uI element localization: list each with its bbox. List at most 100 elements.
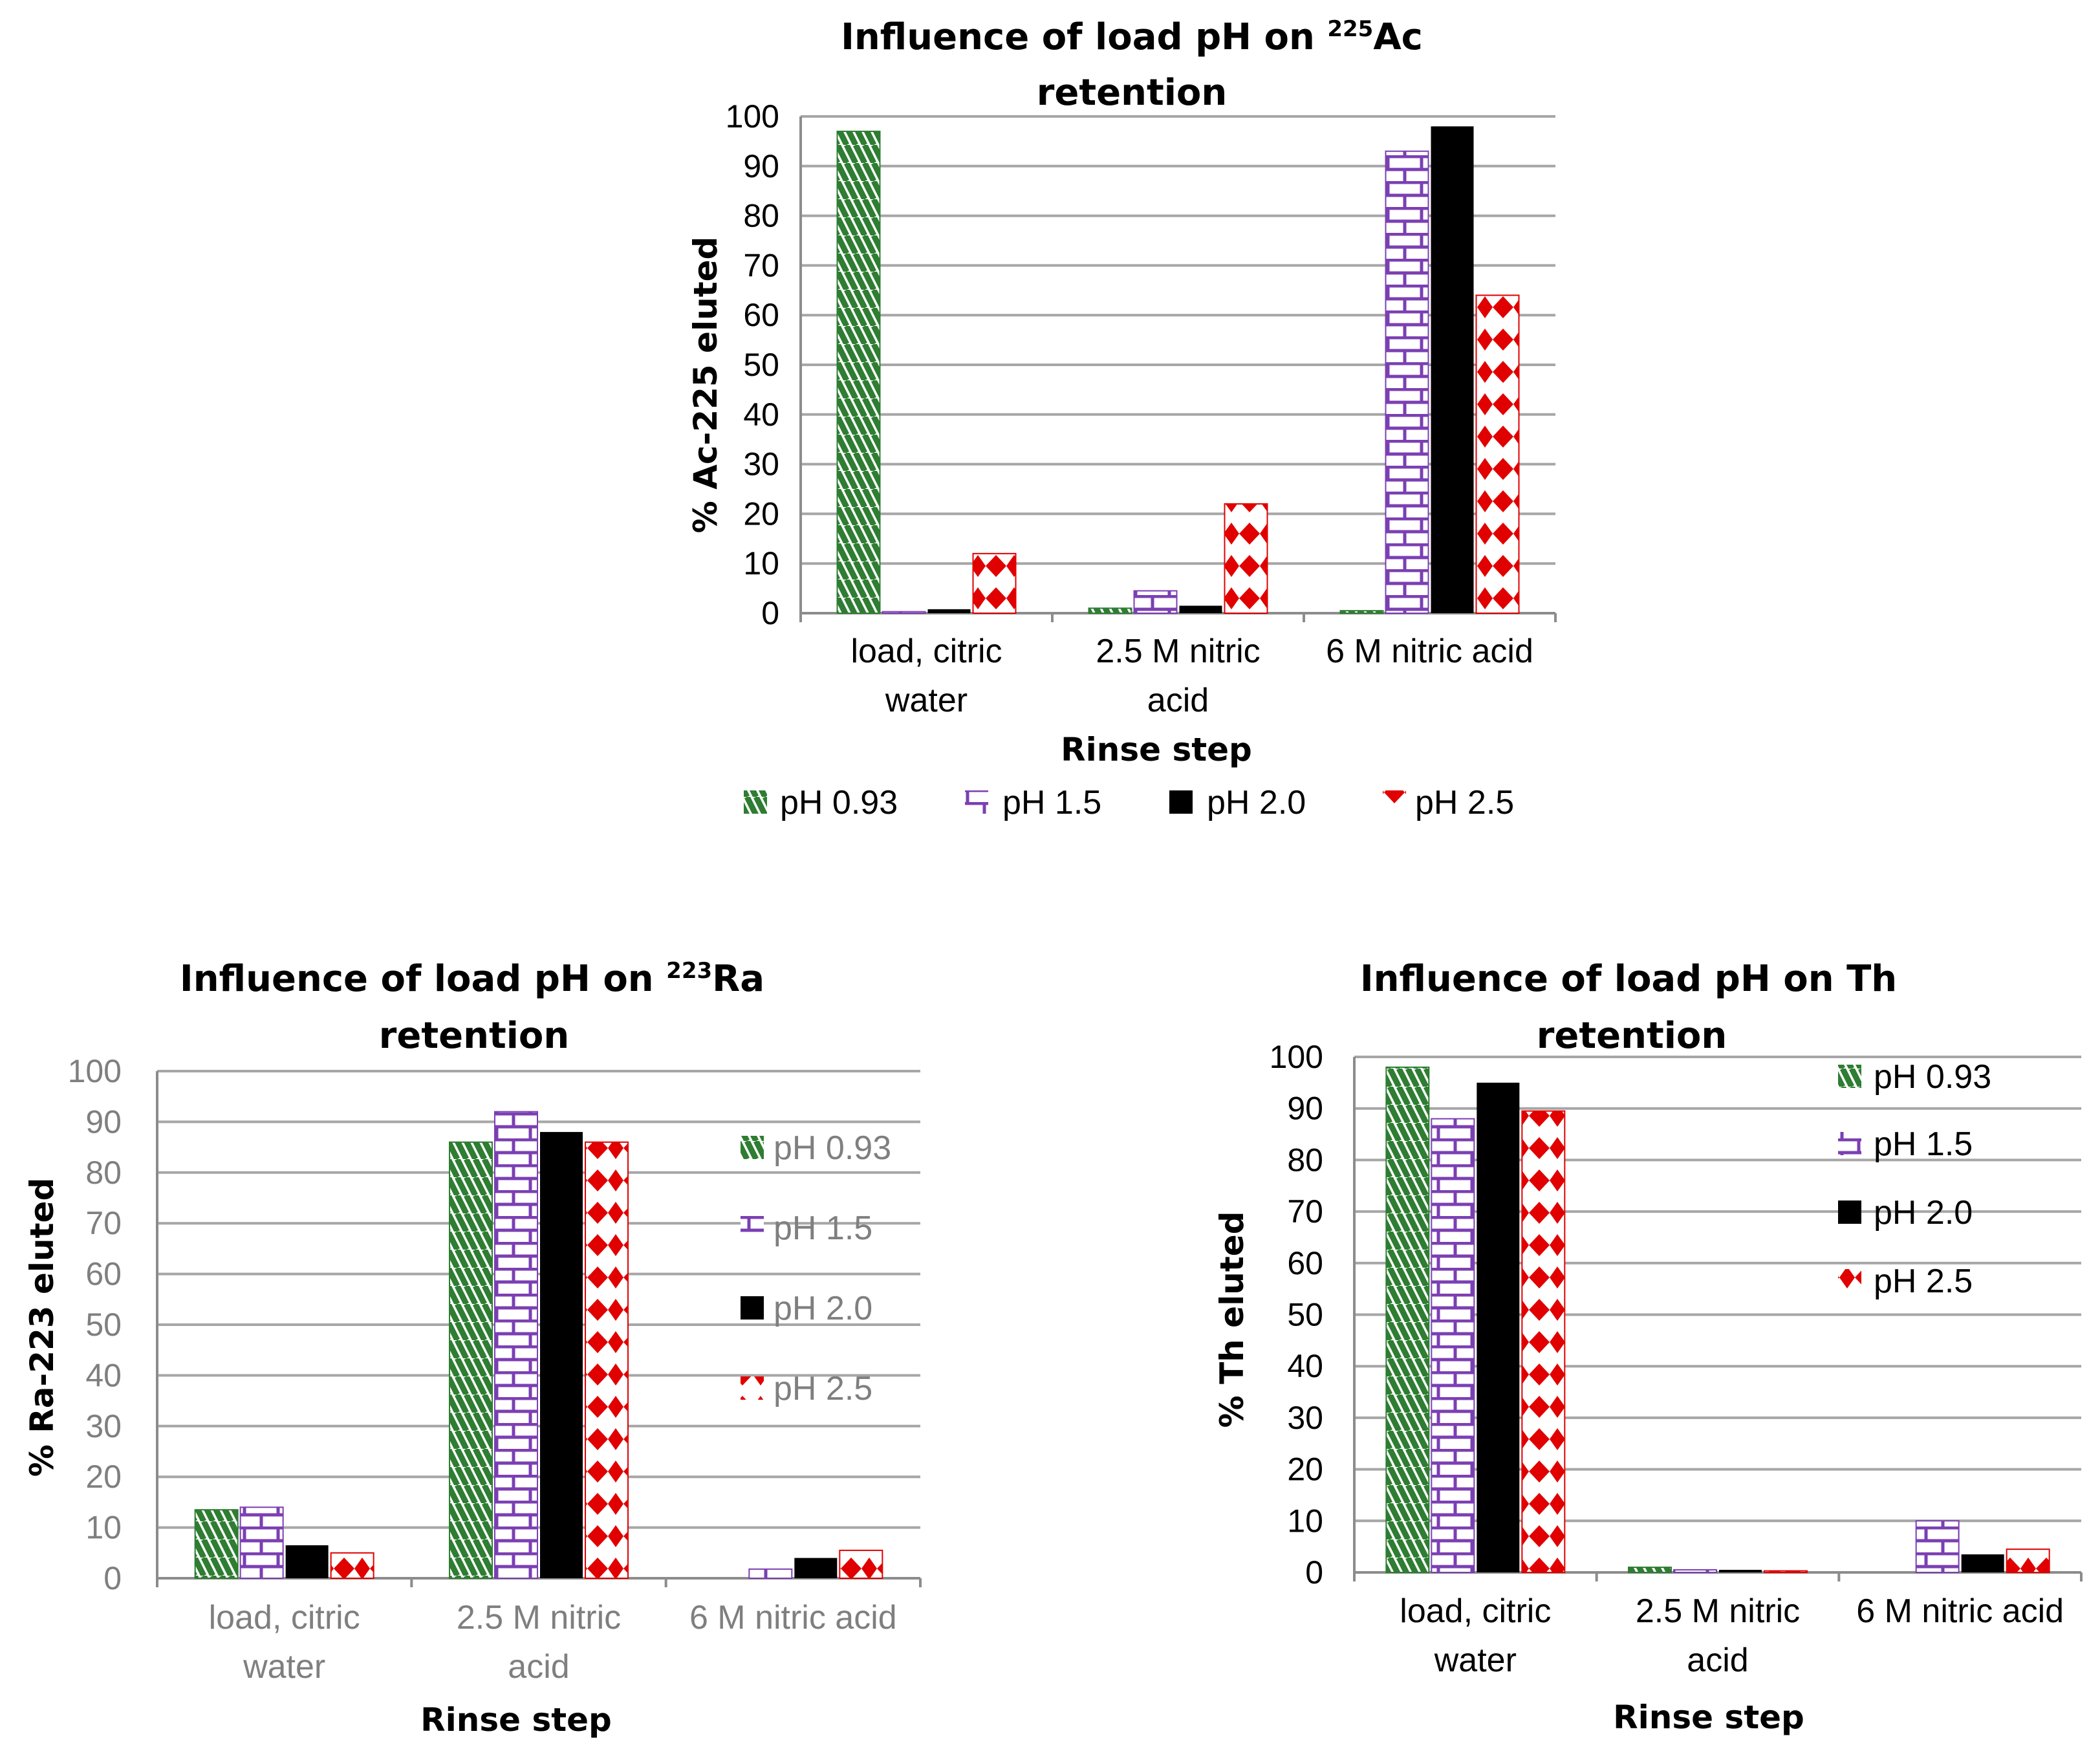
- bar-ph-2-5-cat-0: [330, 1552, 374, 1580]
- bars: [194, 1111, 883, 1580]
- y-tick-label: 10: [1287, 1503, 1323, 1539]
- y-tick-label: 20: [85, 1459, 122, 1495]
- chart-title-line2: retention: [1037, 72, 1228, 114]
- category-label: 2.5 M nitric: [457, 1599, 621, 1636]
- legend-label-ph-0-93: pH 0.93: [774, 1129, 891, 1167]
- y-axis-label: % Ra-223 eluted: [23, 1178, 61, 1477]
- bar-ph-2-5-cat-0: [972, 552, 1017, 614]
- legend-swatch-ph-2-0: [1838, 1200, 1861, 1224]
- chart-title-line2: retention: [1537, 1015, 1727, 1057]
- category-labels: load, citric water 2.5 M nitric acid 6 M nit…: [209, 1599, 897, 1686]
- y-tick-label: 80: [85, 1155, 122, 1191]
- bar-ph-2-5-cat-2: [839, 1549, 883, 1579]
- bar-ph-2-5-cat-1: [585, 1141, 629, 1579]
- chart-title: Influence of load pH on 223Ra: [180, 958, 764, 1000]
- y-tick-label: 50: [85, 1307, 122, 1343]
- legend-label-ph-2-0: pH 2.0: [1874, 1194, 1973, 1232]
- y-tick-label: 40: [1287, 1348, 1323, 1384]
- category-label: 2.5 M nitric: [1636, 1592, 1800, 1630]
- chart-title: Influence of load pH on Th: [1360, 958, 1897, 1000]
- category-label: load, citric: [1400, 1592, 1551, 1630]
- bar-ph-2-0-cat-1: [540, 1132, 583, 1578]
- bar-ph-0-93-cat-0: [194, 1509, 239, 1579]
- bars: [1385, 1066, 2050, 1574]
- bar-ph-0-93-cat-1: [1088, 607, 1132, 614]
- category-label: load, citric: [209, 1599, 360, 1636]
- category-label: 6 M nitric acid: [689, 1599, 897, 1636]
- bar-ph-1-5-cat-0: [882, 611, 926, 614]
- y-tick-label: 80: [743, 198, 779, 234]
- y-tick-labels: 0 10 20 30 40 50 60 70 80 90 100: [726, 98, 779, 631]
- bar-ph-1-5-cat-2: [1915, 1520, 1960, 1574]
- bar-ph-2-0-cat-1: [1179, 605, 1222, 613]
- category-label: 6 M nitric acid: [1326, 633, 1533, 670]
- category-labels: load, citric water 2.5 M nitric acid 6 M nit…: [1400, 1592, 2064, 1679]
- y-tick-label: 90: [85, 1103, 122, 1140]
- bar-ph-2-0-cat-0: [927, 609, 971, 613]
- bar-ph-2-5-cat-1: [1224, 503, 1268, 614]
- y-tick-label: 50: [1287, 1297, 1323, 1333]
- bar-ph-2-0-cat-2: [1431, 126, 1474, 614]
- legend-swatch-ph-2-0: [741, 1296, 764, 1320]
- bar-ph-0-93-cat-1: [1628, 1567, 1672, 1574]
- y-tick-label: 80: [1287, 1142, 1323, 1178]
- legend-label-ph-0-93: pH 0.93: [1874, 1058, 1991, 1096]
- bar-ph-0-93-cat-1: [449, 1141, 493, 1579]
- legend-label-ph-1-5: pH 1.5: [1874, 1125, 1973, 1163]
- th-chart: Influence of load pH on Th retention % T…: [1213, 958, 2083, 1736]
- y-tick-label: 100: [68, 1053, 122, 1089]
- y-tick-label: 10: [743, 545, 779, 581]
- y-tick-label: 90: [743, 148, 779, 184]
- legend-label-ph-1-5: pH 1.5: [1002, 784, 1101, 821]
- category-label: water: [243, 1648, 325, 1686]
- y-tick-label: 30: [743, 446, 779, 483]
- y-tick-label: 60: [1287, 1245, 1323, 1281]
- y-tick-label: 40: [85, 1357, 122, 1393]
- legend-swatch-ph-2-5: [1383, 790, 1406, 814]
- legend: pH 0.93 pH 1.5 pH 2.0 pH 2.5: [744, 784, 1514, 821]
- category-label: acid: [1687, 1642, 1748, 1679]
- bar-ph-2-0-cat-0: [1477, 1082, 1520, 1572]
- legend-label-ph-2-0: pH 2.0: [774, 1290, 872, 1327]
- legend-swatch-ph-0-93: [741, 1136, 764, 1159]
- y-tick-label: 0: [103, 1560, 122, 1596]
- category-label: 6 M nitric acid: [1856, 1592, 2064, 1630]
- bar-ph-2-0-cat-2: [794, 1558, 838, 1578]
- legend: pH 0.93 pH 1.5 pH 2.0 pH 2.5: [741, 1129, 891, 1407]
- bar-ph-0-93-cat-0: [1385, 1066, 1430, 1573]
- bar-ph-1-5-cat-2: [1385, 150, 1429, 614]
- category-label: load, citric: [850, 633, 1002, 670]
- y-tick-label: 70: [85, 1205, 122, 1241]
- y-tick-label: 60: [743, 297, 779, 333]
- bar-ph-1-5-cat-1: [1133, 590, 1178, 614]
- ra223-chart: Influence of load pH on 223Ra retention …: [23, 958, 922, 1739]
- y-tick-labels: 0 10 20 30 40 50 60 70 80 90 100: [1270, 1039, 1323, 1591]
- y-tick-label: 10: [85, 1510, 122, 1546]
- bar-ph-2-0-cat-0: [285, 1545, 329, 1578]
- category-labels: load, citric water 2.5 M nitric acid 6 M nit…: [850, 633, 1533, 719]
- legend-label-ph-2-0: pH 2.0: [1207, 784, 1306, 821]
- legend-label-ph-2-5: pH 2.5: [1874, 1263, 1973, 1300]
- bar-ph-1-5-cat-1: [494, 1111, 538, 1579]
- y-axis-label: % Ac-225 eluted: [687, 237, 724, 534]
- y-tick-label: 20: [743, 495, 779, 532]
- legend-swatch-ph-2-5: [1838, 1269, 1861, 1292]
- y-tick-label: 0: [761, 595, 779, 631]
- legend-swatch-ph-2-5: [741, 1376, 764, 1400]
- category-label: water: [885, 682, 968, 719]
- y-tick-label: 50: [743, 347, 779, 383]
- legend-label-ph-2-5: pH 2.5: [774, 1370, 872, 1407]
- bar-ph-2-5-cat-2: [1475, 294, 1520, 614]
- bar-ph-2-0-cat-1: [1719, 1570, 1762, 1572]
- y-tick-label: 20: [1287, 1451, 1323, 1488]
- category-label: water: [1434, 1642, 1517, 1679]
- legend-swatch-ph-1-5: [1838, 1132, 1861, 1155]
- bar-ph-2-0-cat-2: [1961, 1554, 2004, 1572]
- legend-swatch-ph-1-5: [965, 790, 988, 814]
- legend-swatch-ph-1-5: [741, 1216, 764, 1239]
- gridlines: [156, 1070, 922, 1587]
- legend: pH 0.93 pH 1.5 pH 2.0 pH 2.5: [1838, 1058, 1991, 1300]
- ac225-chart: Influence of load pH on 225Ac retention …: [687, 16, 1557, 821]
- y-tick-label: 40: [743, 397, 779, 433]
